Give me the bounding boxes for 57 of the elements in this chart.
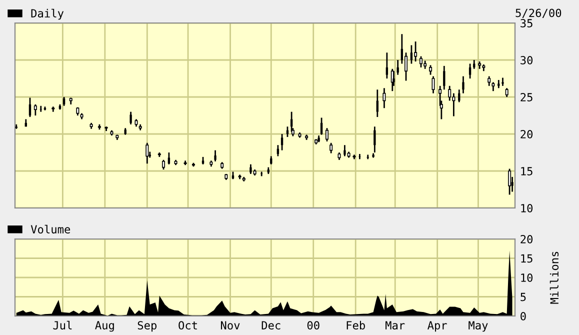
candlestick: [376, 88, 378, 118]
x-tick-label: Apr: [428, 321, 447, 332]
candlestick: [146, 142, 149, 164]
x-tick-label: May: [468, 321, 488, 332]
candlestick: [130, 111, 132, 126]
candlestick: [419, 56, 423, 68]
x-tick-label: Oct: [178, 321, 197, 330]
y-tick-label: 0: [520, 312, 526, 320]
y-tick-label: 10: [521, 274, 533, 282]
candlestick: [358, 153, 361, 160]
y-tick-label: 5: [520, 292, 526, 302]
candlestick: [382, 87, 386, 109]
legend-label: Daily: [31, 8, 64, 20]
candlestick: [34, 104, 37, 116]
candlestick: [404, 52, 408, 82]
y-axis-title: Millions: [550, 252, 559, 304]
y-tick-label: 10: [521, 204, 533, 212]
candlestick: [414, 40, 418, 62]
candlestick: [410, 44, 413, 64]
candlestick: [374, 126, 376, 154]
candlestick: [508, 168, 512, 196]
candlestick: [214, 150, 216, 162]
x-tick-label: Nov: [220, 321, 240, 330]
candlestick: [443, 65, 446, 90]
candlestick: [325, 127, 328, 142]
candlestick: [260, 171, 263, 177]
y-tick-label: 20: [520, 235, 533, 244]
x-tick-label: 00: [307, 321, 320, 330]
y-tick-label: 25: [520, 93, 532, 102]
candlestick: [320, 117, 323, 136]
candlestick: [280, 133, 284, 151]
candlestick: [468, 63, 472, 80]
candlestick: [40, 105, 42, 112]
y-tick-label: 20: [520, 130, 533, 138]
candlestick: [432, 76, 435, 94]
candlestick: [386, 52, 388, 80]
y-tick-label: 30: [520, 56, 533, 64]
x-tick-label: Sep: [138, 321, 157, 332]
candlestick: [396, 59, 399, 76]
x-tick-label: Aug: [95, 321, 114, 332]
legend-label: Volume: [30, 224, 70, 234]
candlestick: [429, 64, 432, 76]
candlestick: [162, 159, 166, 170]
x-tick-label: Jul: [53, 320, 72, 330]
y-tick-label: 15: [521, 167, 532, 176]
y-tick-label: 15: [521, 254, 532, 263]
candlestick: [168, 152, 170, 166]
x-tick-label: Dec: [262, 321, 280, 330]
candlestick: [488, 76, 491, 87]
y-tick-label: 35: [520, 19, 532, 28]
candlestick: [330, 142, 333, 154]
x-tick-label: Mar: [386, 321, 405, 330]
candlestick: [448, 85, 452, 102]
text: 5/26/00: [516, 8, 562, 18]
x-tick-label: Feb: [346, 320, 365, 330]
candlestick: [28, 97, 32, 118]
candlestick: [462, 76, 464, 94]
